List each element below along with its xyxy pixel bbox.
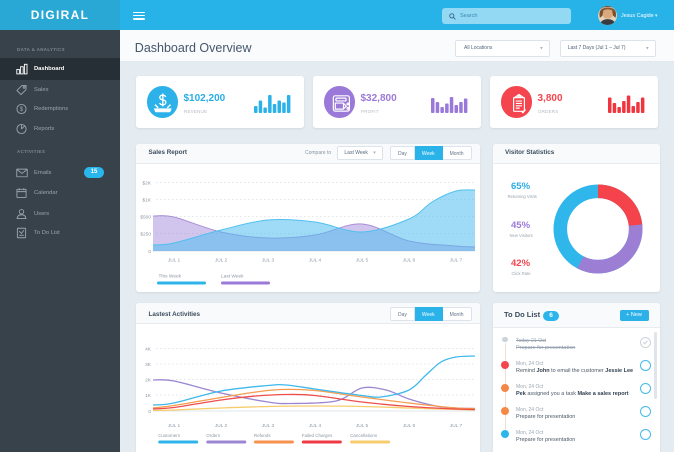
svg-text:JUL 7: JUL 7 [450, 423, 463, 429]
svg-text:JUL 1: JUL 1 [168, 423, 181, 429]
svg-text:Cancellations: Cancellations [350, 433, 378, 438]
svg-text:0: 0 [148, 248, 151, 254]
svg-text:This Week: This Week [159, 273, 182, 279]
svg-text:JUL 6: JUL 6 [403, 423, 416, 429]
svg-text:JUL 5: JUL 5 [356, 423, 369, 429]
svg-text:JUL 4: JUL 4 [309, 257, 322, 263]
svg-text:4K: 4K [145, 346, 152, 352]
svg-text:Orders: Orders [206, 433, 221, 438]
svg-text:Customers: Customers [158, 433, 181, 438]
svg-text:1K: 1K [145, 393, 152, 399]
svg-text:Failed Charges: Failed Charges [302, 433, 333, 438]
svg-text:Last Week: Last Week [221, 273, 244, 279]
svg-text:$2K: $2K [142, 180, 151, 186]
svg-text:$500: $500 [140, 214, 151, 220]
svg-text:JUL 1: JUL 1 [168, 257, 181, 263]
svg-text:JUL 3: JUL 3 [262, 257, 275, 263]
svg-text:2K: 2K [145, 377, 152, 383]
svg-text:$1K: $1K [142, 197, 151, 203]
svg-text:JUL 2: JUL 2 [215, 423, 228, 429]
svg-text:$250: $250 [140, 231, 151, 237]
svg-text:JUL 6: JUL 6 [403, 257, 416, 263]
svg-text:$: $ [20, 107, 24, 113]
svg-text:3K: 3K [145, 362, 152, 368]
svg-text:JUL 5: JUL 5 [356, 257, 369, 263]
svg-text:JUL 4: JUL 4 [309, 423, 322, 429]
svg-text:Refunds: Refunds [254, 433, 272, 438]
svg-text:JUL 2: JUL 2 [215, 257, 228, 263]
svg-text:JUL 3: JUL 3 [262, 423, 275, 429]
svg-text:0: 0 [148, 409, 151, 415]
svg-text:JUL 7: JUL 7 [450, 257, 463, 263]
